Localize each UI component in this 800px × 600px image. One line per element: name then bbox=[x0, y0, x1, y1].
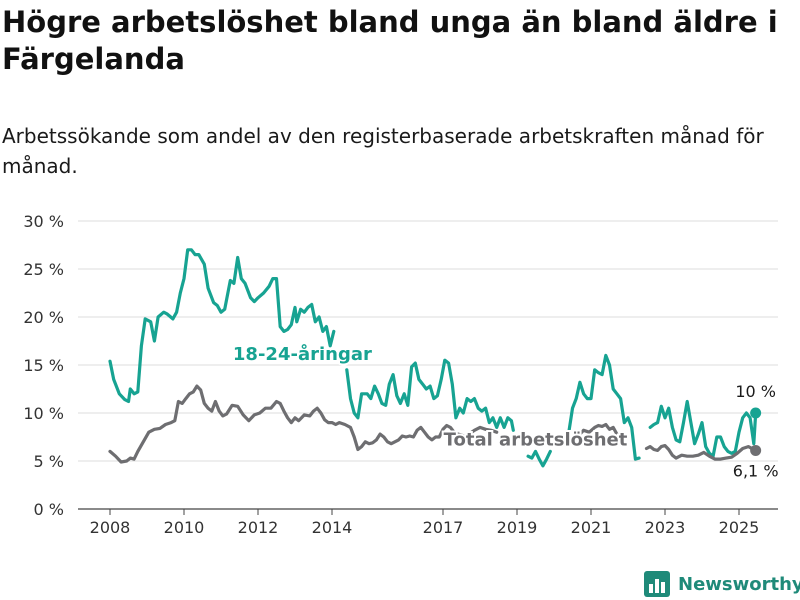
series-annotation: Total arbetslöshet bbox=[444, 430, 628, 451]
x-tick-label: 2021 bbox=[571, 518, 612, 537]
end-value-label: 10 % bbox=[735, 382, 776, 401]
series-line-segment bbox=[108, 384, 464, 464]
series-line-segment bbox=[567, 353, 641, 461]
y-tick-label: 0 % bbox=[34, 500, 64, 519]
y-tick-label: 20 % bbox=[23, 308, 64, 327]
y-tick-label: 25 % bbox=[23, 260, 64, 279]
end-point-marker bbox=[750, 407, 762, 419]
series-line-segment bbox=[461, 425, 499, 438]
series-line-segment bbox=[108, 248, 336, 404]
y-tick-label: 10 % bbox=[23, 404, 64, 423]
series-lines bbox=[108, 248, 758, 468]
x-tick-label: 2008 bbox=[90, 518, 131, 537]
brand-name: Newsworthy bbox=[678, 573, 800, 595]
series-youth bbox=[108, 248, 758, 468]
y-tick-label: 5 % bbox=[34, 452, 64, 471]
series-line-segment bbox=[648, 399, 758, 458]
end-points: 10 % 6,1 % bbox=[731, 380, 781, 482]
y-axis-tick-labels: 0 % 5 % 10 % 15 % 20 % 25 % 30 % bbox=[23, 212, 64, 519]
chart-title: Högre arbetslöshet bland unga än bland ä… bbox=[2, 5, 778, 76]
end-point-marker bbox=[750, 444, 762, 456]
series-line-segment bbox=[526, 449, 552, 468]
bar-chart-logo-icon bbox=[644, 571, 670, 597]
series-line-segment bbox=[644, 444, 758, 461]
y-tick-label: 15 % bbox=[23, 356, 64, 375]
x-tick-label: 2023 bbox=[645, 518, 686, 537]
x-tick-label: 2019 bbox=[497, 518, 538, 537]
series-annotation: 18-24-åringar bbox=[233, 343, 372, 365]
brand-logo[interactable]: Newsworthy bbox=[644, 569, 800, 599]
series-line-segment bbox=[345, 358, 515, 432]
series-total bbox=[108, 384, 758, 464]
x-tick-label: 2012 bbox=[238, 518, 279, 537]
x-tick-label: 2014 bbox=[312, 518, 353, 537]
chart-subtitle: Arbetssökande som andel av den registerb… bbox=[2, 124, 764, 178]
x-axis: 2008 2010 2012 2014 2017 2019 2021 2023 2025 bbox=[90, 509, 760, 537]
x-tick-label: 2010 bbox=[164, 518, 205, 537]
x-tick-label: 2017 bbox=[423, 518, 464, 537]
x-tick-label: 2025 bbox=[719, 518, 760, 537]
end-value-label: 6,1 % bbox=[733, 461, 779, 480]
series-annotations: 18-24-åringar Total arbetslöshet bbox=[231, 341, 630, 452]
gridlines bbox=[78, 220, 778, 510]
series-line-segment bbox=[578, 422, 619, 436]
y-tick-label: 30 % bbox=[23, 212, 64, 231]
